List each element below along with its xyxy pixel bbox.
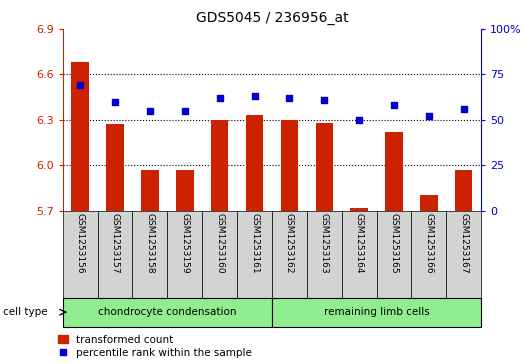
Point — [355, 117, 363, 123]
Bar — [272, 211, 307, 298]
Point — [76, 82, 84, 88]
Point — [390, 102, 398, 108]
Point — [251, 93, 259, 99]
Bar — [342, 211, 377, 298]
Text: cell type: cell type — [3, 307, 47, 317]
Title: GDS5045 / 236956_at: GDS5045 / 236956_at — [196, 11, 348, 25]
Bar — [272, 298, 481, 327]
Text: remaining limb cells: remaining limb cells — [324, 307, 429, 317]
Bar — [246, 115, 263, 211]
Text: GSM1253162: GSM1253162 — [285, 213, 294, 274]
Bar — [98, 211, 132, 298]
Bar — [63, 298, 272, 327]
Text: GSM1253166: GSM1253166 — [424, 213, 434, 274]
Bar — [315, 123, 333, 211]
Text: GSM1253165: GSM1253165 — [390, 213, 399, 274]
Point — [460, 106, 468, 112]
Text: GSM1253167: GSM1253167 — [459, 213, 468, 274]
Bar — [211, 120, 229, 211]
Bar — [202, 211, 237, 298]
Point — [111, 99, 119, 105]
Bar — [63, 211, 98, 298]
Bar — [385, 132, 403, 211]
Text: GSM1253161: GSM1253161 — [250, 213, 259, 274]
Point — [320, 97, 328, 103]
Bar — [106, 125, 124, 211]
Bar — [307, 211, 342, 298]
Text: GSM1253157: GSM1253157 — [110, 213, 120, 274]
Text: GSM1253156: GSM1253156 — [76, 213, 85, 274]
Bar — [141, 170, 158, 211]
Bar — [412, 211, 446, 298]
Legend: transformed count, percentile rank within the sample: transformed count, percentile rank withi… — [58, 335, 252, 358]
Point — [146, 108, 154, 114]
Point — [425, 113, 433, 119]
Bar — [281, 120, 298, 211]
Text: GSM1253160: GSM1253160 — [215, 213, 224, 274]
Bar — [455, 170, 472, 211]
Point — [180, 108, 189, 114]
Bar — [167, 211, 202, 298]
Point — [215, 95, 224, 101]
Bar — [176, 170, 194, 211]
Bar — [72, 62, 89, 211]
Bar — [350, 208, 368, 211]
Bar — [237, 211, 272, 298]
Bar — [132, 211, 167, 298]
Text: GSM1253164: GSM1253164 — [355, 213, 363, 274]
Text: GSM1253163: GSM1253163 — [320, 213, 329, 274]
Text: chondrocyte condensation: chondrocyte condensation — [98, 307, 236, 317]
Point — [285, 95, 293, 101]
Bar — [446, 211, 481, 298]
Bar — [377, 211, 412, 298]
Bar — [420, 195, 438, 211]
Text: GSM1253159: GSM1253159 — [180, 213, 189, 274]
Text: GSM1253158: GSM1253158 — [145, 213, 154, 274]
